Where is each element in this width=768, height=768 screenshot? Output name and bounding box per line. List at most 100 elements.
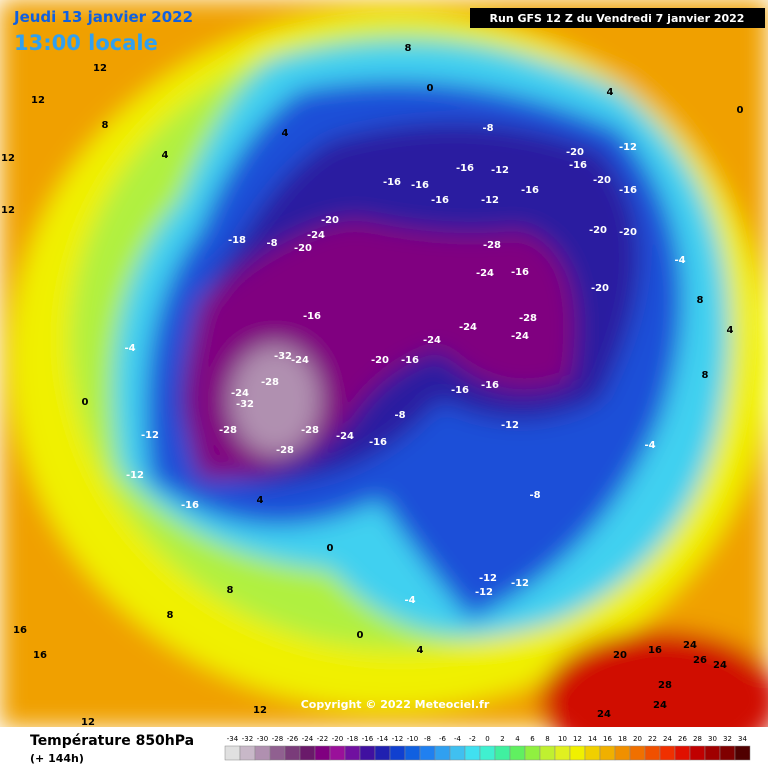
scale-cell (284, 745, 301, 761)
scale-label: -20 (332, 735, 343, 743)
scale-cell (344, 745, 361, 761)
contour-label: -32 (274, 351, 292, 362)
scale-label: 28 (693, 735, 702, 743)
scale-label: -8 (424, 735, 431, 743)
contour-label: -12 (475, 587, 493, 598)
contour-label: -24 (307, 230, 325, 241)
contour-label: -16 (481, 380, 499, 391)
scale-cell (704, 745, 721, 761)
scale-label: 30 (708, 735, 717, 743)
contour-label: 12 (253, 705, 267, 716)
scale-label: -2 (469, 735, 476, 743)
scale-cell (719, 745, 736, 761)
contour-label: -16 (181, 500, 199, 511)
scale-cell (254, 745, 271, 761)
scale-cell (584, 745, 601, 761)
contour-label: 24 (683, 640, 697, 651)
scale-label: 34 (738, 735, 747, 743)
scale-cell (689, 745, 706, 761)
contour-label: -12 (619, 142, 637, 153)
contour-label: -16 (521, 185, 539, 196)
scale-cell (599, 745, 616, 761)
scale-cell (449, 745, 466, 761)
contour-label: -16 (369, 437, 387, 448)
contour-label: -20 (591, 283, 609, 294)
contour-label: -16 (431, 195, 449, 206)
contour-label: 4 (162, 150, 169, 161)
contour-label: -20 (321, 215, 339, 226)
scale-label: -28 (272, 735, 283, 743)
scale-cell (494, 745, 511, 761)
scale-label: -22 (317, 735, 328, 743)
scale-cell (224, 745, 241, 761)
contour-label: -8 (482, 123, 493, 134)
contour-label: -28 (301, 425, 319, 436)
contour-label: -24 (231, 388, 249, 399)
contour-label: 24 (597, 709, 611, 720)
contour-label: -12 (479, 573, 497, 584)
legend-title: Température 850hPa (30, 733, 194, 749)
contour-label: -32 (236, 399, 254, 410)
contour-label: -12 (141, 430, 159, 441)
scale-cell (299, 745, 316, 761)
contour-label: -28 (261, 377, 279, 388)
scale-cell (329, 745, 346, 761)
contour-label: 12 (81, 717, 95, 728)
scale-label: -4 (454, 735, 462, 743)
contour-label: -20 (619, 227, 637, 238)
color-scale: -34 -32 -30 -28 -26 -24 -22 -20 -18 -16 -14 -12 -10-… (224, 735, 751, 761)
contour-label: 24 (713, 660, 727, 671)
scale-label: -30 (257, 735, 268, 743)
scale-label: 32 (723, 735, 732, 743)
scale-label: -16 (362, 735, 374, 743)
contour-label: 16 (648, 645, 662, 656)
contour-label: -18 (228, 235, 246, 246)
legend-lead: (+ 144h) (30, 752, 84, 765)
scale-label: -12 (392, 735, 403, 743)
contour-label: -28 (219, 425, 237, 436)
contour-label: 8 (102, 120, 109, 131)
contour-label: -24 (423, 335, 441, 346)
scale-label: -26 (287, 735, 299, 743)
contour-label: -12 (126, 470, 144, 481)
contour-label: 4 (607, 87, 614, 98)
contour-label: 8 (167, 610, 174, 621)
contour-label: 8 (405, 43, 412, 54)
contour-label: 0 (82, 397, 89, 408)
scale-cell (374, 745, 391, 761)
scale-cell (419, 745, 436, 761)
scale-label: -14 (377, 735, 389, 743)
scale-cell (404, 745, 421, 761)
scale-cell (554, 745, 571, 761)
scale-label: 12 (573, 735, 582, 743)
contour-label: -4 (644, 440, 655, 451)
run-box (470, 8, 765, 28)
field-cold-core (230, 345, 320, 455)
copyright: Copyright © 2022 Meteociel.fr (301, 698, 490, 711)
scale-cell (434, 745, 451, 761)
contour-label: -16 (383, 177, 401, 188)
scale-cell (569, 745, 586, 761)
forecast-date: Jeudi 13 janvier 2022 (13, 8, 193, 26)
scale-label: 4 (515, 735, 520, 743)
contour-label: -24 (291, 355, 309, 366)
scale-cell (659, 745, 676, 761)
contour-label: -8 (266, 238, 277, 249)
contour-label: -16 (619, 185, 637, 196)
contour-label: -20 (566, 147, 584, 158)
scale-label: 22 (648, 735, 657, 743)
contour-label: -16 (511, 267, 529, 278)
scale-label: -18 (347, 735, 358, 743)
contour-label: -16 (401, 355, 419, 366)
contour-label: 24 (653, 700, 667, 711)
contour-label: -12 (491, 165, 509, 176)
contour-label: 4 (417, 645, 424, 656)
contour-label: -8 (394, 410, 405, 421)
contour-label: -4 (404, 595, 415, 606)
contour-label: 12 (31, 95, 45, 106)
contour-label: -20 (593, 175, 611, 186)
contour-label: 8 (227, 585, 234, 596)
scale-label: 24 (663, 735, 672, 743)
